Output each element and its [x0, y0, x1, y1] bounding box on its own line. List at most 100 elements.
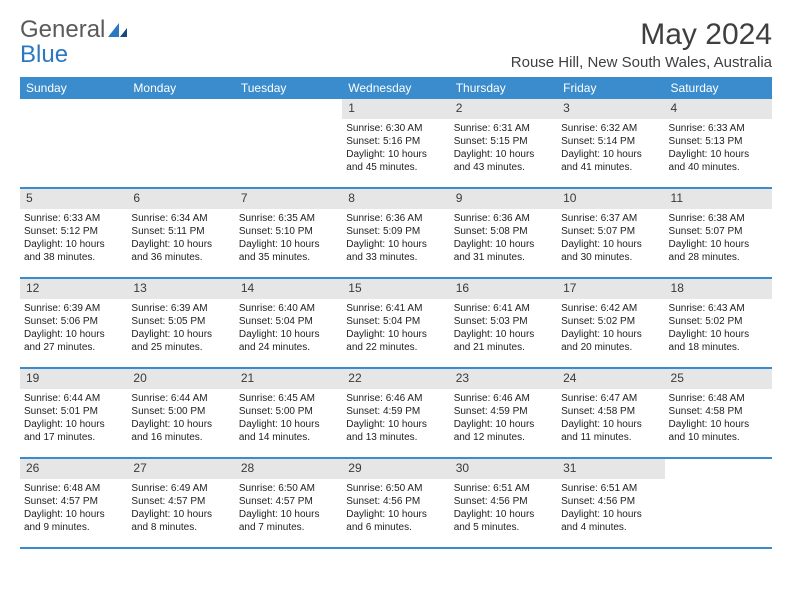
day-cell: 12Sunrise: 6:39 AMSunset: 5:06 PMDayligh…	[20, 279, 127, 367]
day-content: Sunrise: 6:36 AMSunset: 5:09 PMDaylight:…	[342, 211, 449, 268]
daylight-line: Daylight: 10 hours and 16 minutes.	[131, 418, 230, 444]
day-cell: 9Sunrise: 6:36 AMSunset: 5:08 PMDaylight…	[450, 189, 557, 277]
weekday-friday: Friday	[557, 77, 664, 99]
sunrise-line: Sunrise: 6:50 AM	[239, 482, 338, 495]
daylight-line: Daylight: 10 hours and 40 minutes.	[669, 148, 768, 174]
day-content: Sunrise: 6:49 AMSunset: 4:57 PMDaylight:…	[127, 481, 234, 538]
week-row: 12Sunrise: 6:39 AMSunset: 5:06 PMDayligh…	[20, 279, 772, 369]
day-content: Sunrise: 6:50 AMSunset: 4:56 PMDaylight:…	[342, 481, 449, 538]
day-cell: 17Sunrise: 6:42 AMSunset: 5:02 PMDayligh…	[557, 279, 664, 367]
logo-text-1: General	[20, 16, 105, 43]
sunset-line: Sunset: 5:01 PM	[24, 405, 123, 418]
day-content: Sunrise: 6:33 AMSunset: 5:13 PMDaylight:…	[665, 121, 772, 178]
daylight-line: Daylight: 10 hours and 8 minutes.	[131, 508, 230, 534]
sunrise-line: Sunrise: 6:49 AM	[131, 482, 230, 495]
day-cell: 6Sunrise: 6:34 AMSunset: 5:11 PMDaylight…	[127, 189, 234, 277]
weekday-row: SundayMondayTuesdayWednesdayThursdayFrid…	[20, 77, 772, 99]
month-title: May 2024	[511, 18, 772, 52]
sunrise-line: Sunrise: 6:46 AM	[454, 392, 553, 405]
day-content: Sunrise: 6:31 AMSunset: 5:15 PMDaylight:…	[450, 121, 557, 178]
day-number: 20	[127, 369, 234, 389]
daylight-line: Daylight: 10 hours and 45 minutes.	[346, 148, 445, 174]
daylight-line: Daylight: 10 hours and 10 minutes.	[669, 418, 768, 444]
day-content: Sunrise: 6:30 AMSunset: 5:16 PMDaylight:…	[342, 121, 449, 178]
sunset-line: Sunset: 4:59 PM	[454, 405, 553, 418]
weekday-sunday: Sunday	[20, 77, 127, 99]
day-cell: 28Sunrise: 6:50 AMSunset: 4:57 PMDayligh…	[235, 459, 342, 547]
sunset-line: Sunset: 5:02 PM	[561, 315, 660, 328]
sunset-line: Sunset: 5:11 PM	[131, 225, 230, 238]
sunset-line: Sunset: 5:04 PM	[239, 315, 338, 328]
header: GeneralBlue May 2024 Rouse Hill, New Sou…	[20, 18, 772, 71]
day-number: 31	[557, 459, 664, 479]
sunset-line: Sunset: 5:07 PM	[561, 225, 660, 238]
day-cell: 29Sunrise: 6:50 AMSunset: 4:56 PMDayligh…	[342, 459, 449, 547]
sunrise-line: Sunrise: 6:42 AM	[561, 302, 660, 315]
day-number: 12	[20, 279, 127, 299]
daylight-line: Daylight: 10 hours and 17 minutes.	[24, 418, 123, 444]
daylight-line: Daylight: 10 hours and 31 minutes.	[454, 238, 553, 264]
day-number: 3	[557, 99, 664, 119]
sunrise-line: Sunrise: 6:33 AM	[669, 122, 768, 135]
day-cell: 20Sunrise: 6:44 AMSunset: 5:00 PMDayligh…	[127, 369, 234, 457]
week-row: 26Sunrise: 6:48 AMSunset: 4:57 PMDayligh…	[20, 459, 772, 549]
sunrise-line: Sunrise: 6:37 AM	[561, 212, 660, 225]
daylight-line: Daylight: 10 hours and 36 minutes.	[131, 238, 230, 264]
day-content: Sunrise: 6:44 AMSunset: 5:00 PMDaylight:…	[127, 391, 234, 448]
day-number: 2	[450, 99, 557, 119]
daylight-line: Daylight: 10 hours and 4 minutes.	[561, 508, 660, 534]
daylight-line: Daylight: 10 hours and 24 minutes.	[239, 328, 338, 354]
sunset-line: Sunset: 5:00 PM	[239, 405, 338, 418]
day-content: Sunrise: 6:32 AMSunset: 5:14 PMDaylight:…	[557, 121, 664, 178]
daylight-line: Daylight: 10 hours and 12 minutes.	[454, 418, 553, 444]
day-cell: 31Sunrise: 6:51 AMSunset: 4:56 PMDayligh…	[557, 459, 664, 547]
sunrise-line: Sunrise: 6:44 AM	[24, 392, 123, 405]
day-number: 25	[665, 369, 772, 389]
day-number: 5	[20, 189, 127, 209]
day-number: 21	[235, 369, 342, 389]
sunset-line: Sunset: 5:16 PM	[346, 135, 445, 148]
daylight-line: Daylight: 10 hours and 13 minutes.	[346, 418, 445, 444]
day-number: 10	[557, 189, 664, 209]
day-content: Sunrise: 6:33 AMSunset: 5:12 PMDaylight:…	[20, 211, 127, 268]
daylight-line: Daylight: 10 hours and 21 minutes.	[454, 328, 553, 354]
day-content: Sunrise: 6:43 AMSunset: 5:02 PMDaylight:…	[665, 301, 772, 358]
day-number: 26	[20, 459, 127, 479]
sunrise-line: Sunrise: 6:51 AM	[454, 482, 553, 495]
calendar: SundayMondayTuesdayWednesdayThursdayFrid…	[20, 77, 772, 549]
sunset-line: Sunset: 5:04 PM	[346, 315, 445, 328]
sunset-line: Sunset: 5:02 PM	[669, 315, 768, 328]
day-content: Sunrise: 6:48 AMSunset: 4:57 PMDaylight:…	[20, 481, 127, 538]
sunset-line: Sunset: 4:58 PM	[561, 405, 660, 418]
day-cell: 22Sunrise: 6:46 AMSunset: 4:59 PMDayligh…	[342, 369, 449, 457]
daylight-line: Daylight: 10 hours and 33 minutes.	[346, 238, 445, 264]
day-content: Sunrise: 6:37 AMSunset: 5:07 PMDaylight:…	[557, 211, 664, 268]
sunrise-line: Sunrise: 6:39 AM	[24, 302, 123, 315]
weekday-thursday: Thursday	[450, 77, 557, 99]
sunrise-line: Sunrise: 6:35 AM	[239, 212, 338, 225]
sunrise-line: Sunrise: 6:46 AM	[346, 392, 445, 405]
sunset-line: Sunset: 5:15 PM	[454, 135, 553, 148]
daylight-line: Daylight: 10 hours and 35 minutes.	[239, 238, 338, 264]
day-cell: .	[20, 99, 127, 187]
day-cell: 15Sunrise: 6:41 AMSunset: 5:04 PMDayligh…	[342, 279, 449, 367]
day-content: Sunrise: 6:48 AMSunset: 4:58 PMDaylight:…	[665, 391, 772, 448]
logo-text-2: Blue	[20, 41, 68, 68]
sunset-line: Sunset: 4:57 PM	[131, 495, 230, 508]
day-content: Sunrise: 6:36 AMSunset: 5:08 PMDaylight:…	[450, 211, 557, 268]
day-number: 28	[235, 459, 342, 479]
day-number: 17	[557, 279, 664, 299]
day-content: Sunrise: 6:39 AMSunset: 5:05 PMDaylight:…	[127, 301, 234, 358]
sunrise-line: Sunrise: 6:41 AM	[346, 302, 445, 315]
day-cell: 1Sunrise: 6:30 AMSunset: 5:16 PMDaylight…	[342, 99, 449, 187]
day-content: Sunrise: 6:46 AMSunset: 4:59 PMDaylight:…	[342, 391, 449, 448]
day-cell: 4Sunrise: 6:33 AMSunset: 5:13 PMDaylight…	[665, 99, 772, 187]
day-content: Sunrise: 6:39 AMSunset: 5:06 PMDaylight:…	[20, 301, 127, 358]
weekday-monday: Monday	[127, 77, 234, 99]
sunrise-line: Sunrise: 6:33 AM	[24, 212, 123, 225]
sunrise-line: Sunrise: 6:34 AM	[131, 212, 230, 225]
sunset-line: Sunset: 5:08 PM	[454, 225, 553, 238]
day-content: Sunrise: 6:41 AMSunset: 5:04 PMDaylight:…	[342, 301, 449, 358]
daylight-line: Daylight: 10 hours and 11 minutes.	[561, 418, 660, 444]
daylight-line: Daylight: 10 hours and 7 minutes.	[239, 508, 338, 534]
